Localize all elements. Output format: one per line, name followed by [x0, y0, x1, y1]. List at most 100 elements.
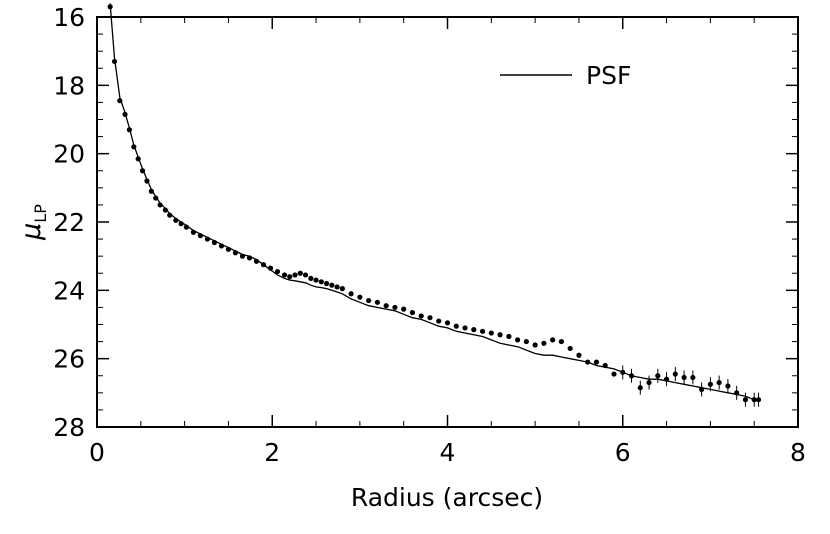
data-point	[292, 272, 298, 278]
data-point	[267, 265, 274, 271]
data-point	[663, 376, 670, 382]
data-point	[178, 221, 184, 227]
data-point	[418, 313, 424, 319]
data-point	[117, 98, 123, 104]
data-point	[637, 385, 643, 391]
y-axis-ticks: 16 18 20 22 24 26 28	[53, 3, 798, 442]
data-point	[318, 279, 324, 285]
data-point	[383, 303, 389, 309]
data-point	[558, 338, 565, 345]
data-point	[497, 332, 503, 338]
data-point	[162, 207, 168, 213]
data-point	[699, 386, 705, 393]
data-point	[239, 253, 246, 259]
data-point	[751, 397, 757, 403]
data-point	[144, 178, 150, 184]
data-point	[716, 379, 722, 386]
data-point	[471, 327, 477, 333]
data-point	[742, 397, 749, 403]
data-point	[620, 369, 626, 375]
data-point	[515, 337, 521, 343]
data-point	[479, 328, 486, 334]
data-point	[107, 4, 113, 10]
data-point	[218, 243, 225, 249]
plot-frame	[96, 16, 799, 428]
data-point	[374, 299, 380, 305]
x-axis-ticks: 0 2 4 6 8	[89, 17, 806, 467]
data-point	[348, 291, 354, 297]
data-point	[167, 212, 173, 218]
y-tick-label: 28	[53, 413, 85, 442]
data-point	[334, 284, 340, 290]
data-point	[287, 274, 293, 280]
data-point	[357, 294, 363, 300]
data-point	[462, 325, 468, 331]
data-point	[532, 342, 538, 348]
y-tick-label: 18	[53, 71, 85, 100]
data-point	[183, 224, 189, 230]
data-point	[567, 345, 573, 352]
y-tick-label: 26	[53, 345, 85, 374]
y-axis-label: μLP	[16, 204, 50, 241]
data-point	[313, 277, 319, 283]
data-point	[725, 383, 731, 389]
data-point	[646, 379, 652, 386]
x-tick-label: 2	[264, 438, 280, 467]
data-point	[323, 280, 330, 287]
data-point	[453, 323, 459, 329]
data-points-series	[107, 4, 762, 407]
y-axis-label-main: μ	[16, 223, 47, 241]
data-point	[593, 359, 600, 365]
data-point	[734, 390, 740, 396]
data-point	[488, 330, 494, 336]
data-point	[707, 381, 713, 387]
data-point	[197, 233, 203, 239]
svg-text:μLP: μLP	[16, 204, 50, 241]
data-point	[260, 262, 267, 268]
data-point	[211, 239, 218, 246]
data-point	[690, 374, 696, 381]
data-point	[585, 359, 591, 365]
data-point	[253, 258, 260, 264]
data-point	[308, 275, 314, 281]
data-point	[111, 58, 118, 65]
data-point	[444, 320, 451, 326]
data-point	[681, 374, 687, 381]
legend-psf-label: PSF	[586, 61, 631, 90]
data-point	[274, 268, 281, 275]
data-point	[628, 373, 635, 379]
x-tick-label: 8	[790, 438, 806, 467]
data-point	[655, 373, 661, 379]
data-point	[297, 270, 303, 276]
data-point	[427, 315, 433, 321]
data-point	[611, 371, 617, 377]
psf-line-series	[109, 3, 759, 403]
data-point	[204, 236, 211, 242]
data-point	[602, 362, 608, 369]
data-point	[281, 272, 288, 278]
data-point	[339, 286, 345, 292]
data-point	[436, 318, 442, 324]
data-point	[225, 246, 232, 252]
data-point	[122, 111, 128, 117]
data-point	[541, 340, 547, 346]
x-tick-label: 6	[615, 438, 631, 467]
legend: PSF	[500, 61, 631, 90]
data-point	[409, 309, 416, 316]
data-point	[232, 250, 239, 256]
data-point	[126, 127, 133, 133]
data-point	[506, 333, 512, 340]
y-tick-label: 22	[53, 208, 85, 237]
x-tick-label: 4	[440, 438, 456, 467]
data-point	[672, 371, 678, 377]
y-tick-label: 16	[53, 3, 85, 32]
data-point	[523, 338, 529, 345]
x-tick-label: 0	[89, 438, 105, 467]
data-point	[302, 272, 309, 278]
y-tick-label: 24	[53, 276, 85, 305]
data-point	[392, 304, 398, 311]
data-point	[329, 282, 335, 288]
data-point	[190, 229, 196, 235]
data-point	[148, 188, 154, 194]
